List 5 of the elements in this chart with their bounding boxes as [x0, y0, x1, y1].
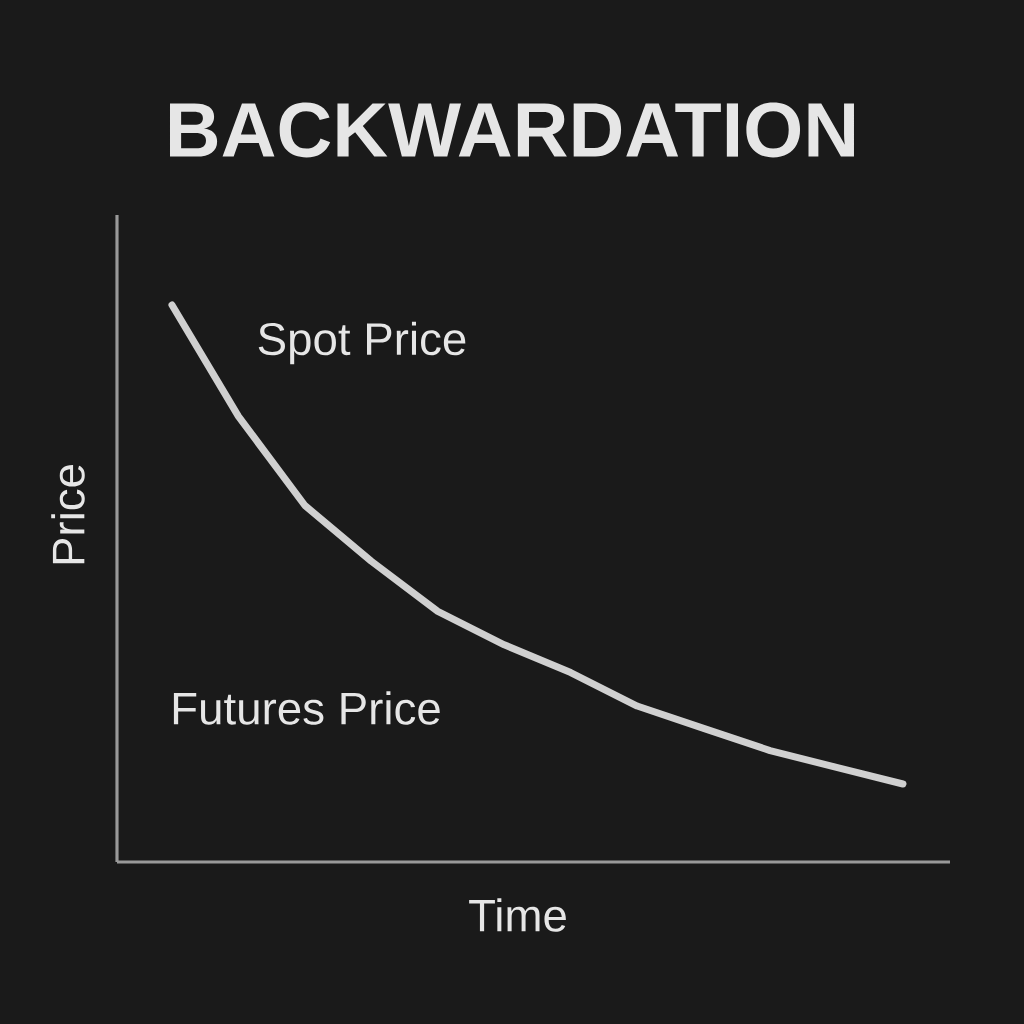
x-axis-title: Time — [469, 898, 566, 932]
annotation: Spot Price — [258, 321, 466, 365]
y-axis-title: Price — [51, 465, 85, 564]
chart-title: BACKWARDATION — [169, 102, 854, 158]
annotation: Futures Price — [173, 691, 440, 725]
